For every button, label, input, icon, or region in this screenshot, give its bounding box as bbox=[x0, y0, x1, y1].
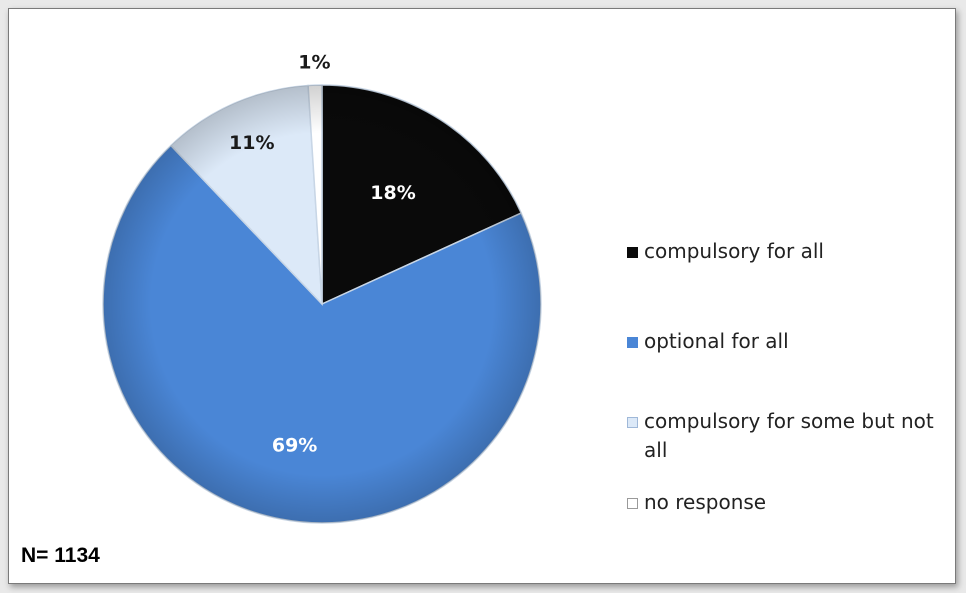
legend-item-optional-for-all: optional for all bbox=[627, 327, 944, 356]
legend-swatch-compulsory-for-all bbox=[627, 247, 638, 258]
legend-swatch-no-response bbox=[627, 498, 638, 509]
legend-item-compulsory-for-all: compulsory for all bbox=[627, 237, 944, 266]
legend-label-compulsory-for-all: compulsory for all bbox=[644, 239, 824, 263]
pie-value-label-optional-for-all: 69% bbox=[272, 434, 317, 456]
pie-value-label-compulsory-for-all: 18% bbox=[370, 182, 415, 204]
legend-label-no-response: no response bbox=[644, 490, 767, 514]
legend-item-no-response: no response bbox=[627, 488, 944, 517]
sample-size-note: N= 1134 bbox=[21, 544, 100, 567]
chart-frame: 18% 69% 11% 1% compulsory for all optional … bbox=[8, 8, 956, 584]
legend-label-optional-for-all: optional for all bbox=[644, 329, 789, 353]
pie-slices bbox=[102, 84, 542, 524]
legend-swatch-optional-for-all bbox=[627, 337, 638, 348]
pie-value-label-no-response: 1% bbox=[298, 52, 330, 74]
legend-item-compulsory-for-some: compulsory for some but not all bbox=[627, 407, 944, 465]
legend-swatch-compulsory-for-some bbox=[627, 417, 638, 428]
pie-value-label-compulsory-for-some-but-not-all: 11% bbox=[229, 132, 274, 154]
pie-value-labels: 18% 69% 11% 1% bbox=[229, 52, 416, 457]
legend-label-compulsory-for-some: compulsory for some but not all bbox=[644, 409, 934, 462]
